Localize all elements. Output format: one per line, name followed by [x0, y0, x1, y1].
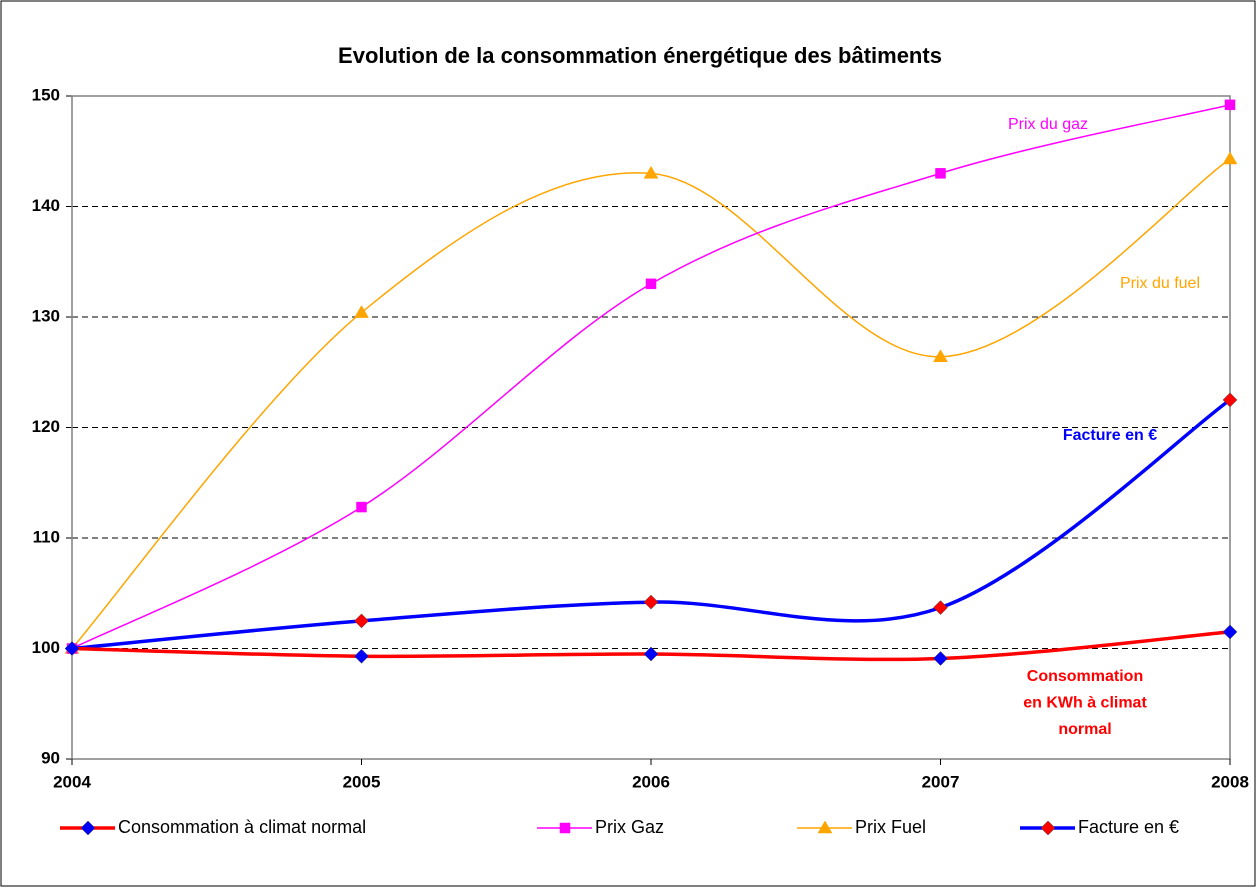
- data-point: [356, 501, 367, 513]
- legend-item: Prix Fuel: [797, 817, 926, 837]
- legend-marker: [80, 820, 96, 836]
- data-point: [933, 349, 948, 363]
- annotation: normal: [1058, 721, 1111, 738]
- y-tick-label: 90: [41, 748, 60, 767]
- data-point: [1222, 624, 1238, 640]
- y-tick-label: 140: [32, 196, 60, 215]
- data-point: [643, 594, 659, 610]
- legend-marker: [559, 822, 571, 834]
- y-tick-label: 110: [33, 527, 60, 546]
- y-tick-label: 130: [32, 306, 60, 325]
- data-point: [643, 646, 659, 662]
- legend-marker: [1040, 820, 1056, 836]
- legend-label: Prix Gaz: [595, 817, 664, 837]
- data-point: [354, 305, 369, 318]
- data-point: [354, 613, 369, 629]
- data-point: [933, 600, 948, 615]
- data-point: [645, 278, 657, 290]
- x-tick-label: 2004: [53, 772, 91, 791]
- legend-label: Prix Fuel: [855, 817, 926, 837]
- data-point: [933, 651, 948, 666]
- legend-marker: [817, 820, 833, 834]
- legend-item: Consommation à climat normal: [60, 817, 366, 837]
- annotation: Prix du fuel: [1120, 275, 1200, 292]
- data-point: [1224, 99, 1236, 111]
- chart-title: Evolution de la consommation énergétique…: [338, 43, 942, 68]
- data-point: [64, 641, 80, 656]
- annotation: Consommation: [1027, 668, 1143, 685]
- annotation: Facture en €: [1063, 427, 1157, 444]
- y-tick-label: 120: [32, 417, 60, 436]
- legend-label: Consommation à climat normal: [118, 817, 366, 837]
- data-point: [643, 165, 659, 179]
- legend-item: Facture en €: [1020, 817, 1179, 837]
- legend-item: Prix Gaz: [537, 817, 664, 837]
- legend-label: Facture en €: [1078, 817, 1179, 837]
- x-tick-label: 2008: [1211, 772, 1249, 791]
- annotation: en KWh à climat: [1023, 695, 1147, 712]
- data-point: [935, 168, 946, 179]
- data-point: [1222, 392, 1238, 408]
- x-tick-label: 2005: [343, 772, 381, 791]
- data-point: [354, 648, 369, 664]
- x-tick-label: 2006: [632, 772, 670, 791]
- annotation: Prix du gaz: [1008, 116, 1088, 133]
- y-tick-label: 100: [32, 638, 60, 657]
- x-tick-label: 2007: [922, 772, 960, 791]
- y-tick-label: 150: [32, 85, 60, 104]
- data-point: [1222, 151, 1238, 165]
